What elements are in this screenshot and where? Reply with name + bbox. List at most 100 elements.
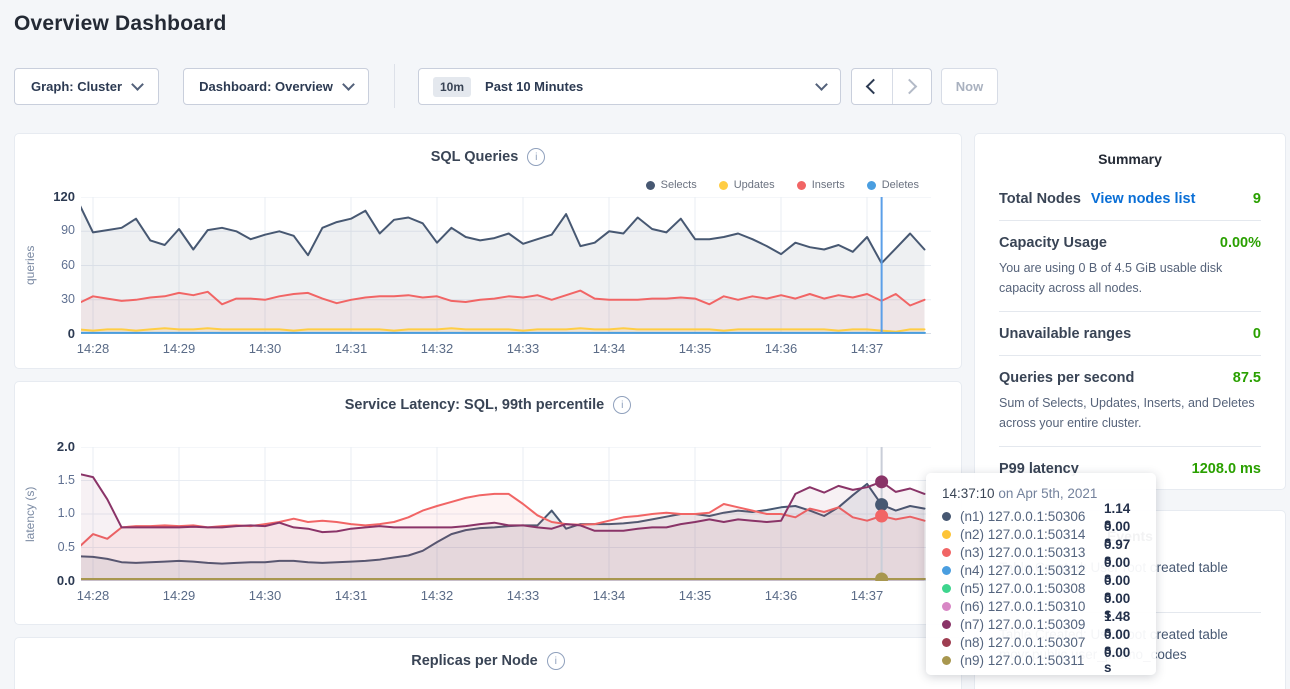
x-tick-label: 14:31 — [334, 341, 368, 356]
node-address: (n5) 127.0.0.1:50308 — [960, 580, 1086, 596]
legend-label: Deletes — [881, 179, 919, 191]
service-latency-plot[interactable]: latency (s) 0.0 0.5 1.0 1.5 2.0 14:28 14:29 14:… — [15, 439, 961, 612]
tooltip-rows: (n1) 127.0.0.1:50306 1.14 s (n2) 127.0.0.1… — [942, 501, 1140, 675]
x-tick-label: 14:35 — [678, 341, 712, 356]
legend-item-selects[interactable]: Selects — [645, 179, 697, 191]
summary-title: Summary — [1098, 151, 1162, 167]
summary-value: 9 — [1252, 191, 1261, 207]
sql-queries-plot[interactable]: queries 0 30 60 90 120 14:28 14:29 14:30 14:31 14… — [15, 189, 961, 362]
node-address: (n7) 127.0.0.1:50309 — [960, 616, 1086, 632]
x-tick-label: 14:36 — [764, 588, 798, 603]
node-latency-value: 0.97 s — [1103, 537, 1131, 567]
legend-label: Selects — [660, 179, 697, 191]
info-icon[interactable] — [613, 396, 632, 414]
y-tick-label: 1.5 — [57, 472, 75, 487]
service-latency-chart[interactable] — [81, 447, 931, 581]
chart-title-row: Service Latency: SQL, 99th percentile — [15, 396, 961, 414]
chart-title-row: SQL Queries — [15, 148, 961, 166]
node-color-dot-icon — [942, 655, 951, 665]
tooltip-row: (n1) 127.0.0.1:50306 1.14 s — [942, 501, 1140, 531]
summary-value: 87.5 — [1232, 370, 1261, 386]
x-tick-label: 14:29 — [162, 588, 196, 603]
node-address: (n2) 127.0.0.1:50314 — [960, 526, 1086, 542]
now-button-label: Now — [955, 79, 984, 94]
x-tick-label: 14:29 — [162, 341, 196, 356]
node-color-dot-icon — [942, 601, 951, 611]
replicas-per-node-card: Replicas per Node — [14, 637, 962, 689]
summary-section: Total Nodes View nodes list 9 — [999, 177, 1261, 220]
chart-hover-tooltip: 14:37:10 on Apr 5th, 2021 (n1) 127.0.0.1… — [926, 473, 1156, 675]
chart-title-row: Replicas per Node — [15, 652, 961, 670]
x-tick-label: 14:32 — [420, 341, 454, 356]
node-latency-value: 0.00 s — [1103, 573, 1131, 603]
y-tick-label: 120 — [53, 189, 75, 204]
replicas-title: Replicas per Node — [411, 653, 538, 669]
charts-column: SQL Queries Selects Updates Inserts Deletes… — [14, 133, 962, 689]
sql-queries-chart[interactable] — [81, 197, 931, 334]
x-tick-label: 14:30 — [248, 588, 282, 603]
tooltip-time: 14:37:10 — [942, 486, 995, 501]
node-address: (n3) 127.0.0.1:50313 — [960, 544, 1086, 560]
summary-section: Queries per second 87.5 Sum of Selects, Up… — [999, 355, 1261, 446]
legend-dot-icon — [645, 180, 655, 190]
dashboard-dropdown[interactable]: Dashboard: Overview — [183, 68, 369, 105]
tooltip-row: (n8) 127.0.0.1:50307 0.00 s — [942, 627, 1140, 657]
node-address: (n9) 127.0.0.1:50311 — [960, 652, 1085, 668]
tooltip-row: (n2) 127.0.0.1:50314 0.00 s — [942, 519, 1140, 549]
summary-label: Total Nodes — [999, 191, 1081, 207]
now-button[interactable]: Now — [941, 68, 998, 105]
info-icon[interactable] — [527, 148, 546, 166]
summary-label: Unavailable ranges — [999, 326, 1132, 342]
tooltip-row: (n7) 127.0.0.1:50309 1.48 s — [942, 609, 1140, 639]
time-range-label: Past 10 Minutes — [485, 79, 584, 94]
step-forward-button[interactable] — [891, 69, 932, 104]
node-color-dot-icon — [942, 547, 951, 557]
node-latency-value: 1.14 s — [1103, 501, 1131, 531]
tooltip-timestamp: 14:37:10 on Apr 5th, 2021 — [942, 486, 1140, 501]
tooltip-row: (n3) 127.0.0.1:50313 0.97 s — [942, 537, 1140, 567]
x-tick-label: 14:37 — [850, 341, 884, 356]
tooltip-row: (n9) 127.0.0.1:50311 0.00 s — [942, 645, 1140, 675]
node-color-dot-icon — [942, 565, 951, 575]
node-latency-value: 0.00 s — [1103, 591, 1131, 621]
time-range-dropdown[interactable]: 10m Past 10 Minutes — [418, 68, 841, 105]
legend-dot-icon — [796, 180, 806, 190]
summary-section: Unavailable ranges 0 — [999, 311, 1261, 355]
legend-item-deletes[interactable]: Deletes — [866, 179, 919, 191]
x-tick-label: 14:32 — [420, 588, 454, 603]
node-address: (n6) 127.0.0.1:50310 — [960, 598, 1086, 614]
toolbar-divider — [394, 64, 395, 108]
summary-label: Capacity Usage — [999, 235, 1107, 251]
summary-label: Queries per second — [999, 370, 1135, 386]
legend-label: Updates — [733, 179, 775, 191]
y-tick-label: 0.0 — [56, 573, 75, 588]
legend-dot-icon — [718, 180, 728, 190]
legend-item-inserts[interactable]: Inserts — [796, 179, 845, 191]
view-nodes-link[interactable]: View nodes list — [1090, 191, 1196, 207]
x-tick-label: 14:28 — [76, 588, 110, 603]
tooltip-row: (n4) 127.0.0.1:50312 0.00 s — [942, 555, 1140, 585]
legend-item-updates[interactable]: Updates — [718, 179, 775, 191]
chevron-down-icon — [341, 77, 355, 91]
node-latency-value: 0.00 s — [1103, 645, 1131, 675]
y-tick-label: 1.0 — [57, 506, 75, 520]
node-color-dot-icon — [942, 619, 951, 629]
x-tick-label: 14:33 — [506, 588, 540, 603]
node-color-dot-icon — [942, 529, 951, 539]
x-tick-label: 14:36 — [764, 341, 798, 356]
info-icon[interactable] — [546, 652, 565, 670]
node-color-dot-icon — [942, 637, 951, 647]
node-address: (n8) 127.0.0.1:50307 — [960, 634, 1086, 650]
y-tick-label: 30 — [61, 291, 75, 306]
graph-dropdown[interactable]: Graph: Cluster — [14, 68, 159, 105]
node-address: (n4) 127.0.0.1:50312 — [960, 562, 1086, 578]
chevron-down-icon — [815, 77, 828, 91]
summary-subtext: Sum of Selects, Updates, Inserts, and De… — [999, 396, 1255, 430]
y-tick-label: 90 — [61, 223, 75, 238]
time-range-badge: 10m — [433, 76, 472, 97]
node-latency-value: 1.48 s — [1103, 609, 1131, 639]
summary-card: Summary Total Nodes View nodes list 9 Capac… — [974, 133, 1286, 490]
node-latency-value: 0.00 s — [1103, 555, 1131, 585]
chevron-down-icon — [131, 77, 144, 91]
step-back-button[interactable] — [852, 69, 892, 104]
